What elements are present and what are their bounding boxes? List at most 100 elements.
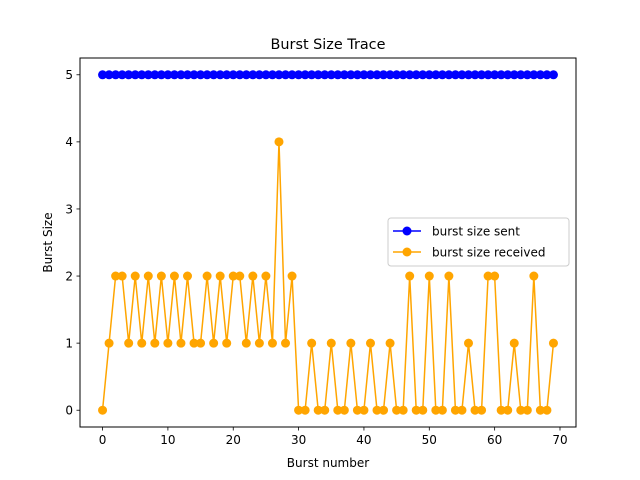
y-tick-label: 1 [65, 336, 73, 350]
x-tick-label: 40 [356, 433, 371, 447]
data-point-series-1 [392, 405, 402, 415]
data-point-series-0 [307, 70, 317, 80]
data-point-series-1 [307, 338, 317, 348]
data-point-series-0 [379, 70, 389, 80]
data-point-series-0 [542, 70, 552, 80]
data-point-series-1 [228, 271, 238, 281]
data-point-series-0 [346, 70, 356, 80]
data-point-series-0 [111, 70, 121, 80]
data-point-series-0 [418, 70, 428, 80]
data-point-series-0 [326, 70, 336, 80]
data-point-series-1 [372, 405, 382, 415]
data-point-series-0 [490, 70, 500, 80]
data-point-series-0 [372, 70, 382, 80]
data-point-series-1 [313, 405, 323, 415]
data-point-series-1 [418, 405, 428, 415]
data-point-series-1 [241, 338, 251, 348]
data-point-series-0 [156, 70, 166, 80]
data-point-series-1 [156, 271, 166, 281]
data-point-series-1 [235, 271, 245, 281]
data-point-series-0 [215, 70, 225, 80]
data-point-series-1 [137, 338, 147, 348]
data-point-series-0 [182, 70, 192, 80]
data-point-series-1 [365, 338, 375, 348]
data-point-series-0 [411, 70, 421, 80]
data-point-series-0 [320, 70, 330, 80]
data-point-series-0 [477, 70, 487, 80]
data-point-series-1 [254, 338, 264, 348]
data-point-series-0 [548, 70, 558, 80]
data-point-series-0 [457, 70, 467, 80]
data-point-series-0 [130, 70, 140, 80]
data-point-series-0 [248, 70, 258, 80]
data-point-series-0 [405, 70, 415, 80]
data-point-series-0 [359, 70, 369, 80]
data-point-series-0 [274, 70, 284, 80]
y-tick-label: 5 [65, 68, 73, 82]
x-tick-label: 0 [99, 433, 107, 447]
data-point-series-0 [124, 70, 134, 80]
data-point-series-1 [209, 338, 219, 348]
data-point-series-1 [281, 338, 291, 348]
data-point-series-1 [411, 405, 421, 415]
data-point-series-0 [464, 70, 474, 80]
x-tick-label: 50 [422, 433, 437, 447]
data-point-series-1 [431, 405, 441, 415]
data-point-series-1 [124, 338, 134, 348]
data-point-series-0 [281, 70, 291, 80]
data-point-series-0 [287, 70, 297, 80]
data-point-series-1 [509, 338, 519, 348]
legend-marker-received [402, 247, 412, 257]
data-point-series-1 [300, 405, 310, 415]
data-point-series-0 [254, 70, 264, 80]
data-point-series-1 [169, 271, 179, 281]
data-point-series-0 [169, 70, 179, 80]
data-point-series-1 [379, 405, 389, 415]
data-point-series-0 [150, 70, 160, 80]
data-point-series-1 [490, 271, 500, 281]
data-point-series-1 [470, 405, 480, 415]
data-point-series-1 [261, 271, 271, 281]
data-point-series-0 [176, 70, 186, 80]
y-axis-title: Burst Size [41, 212, 55, 272]
legend-marker-sent [402, 226, 412, 236]
data-point-series-0 [196, 70, 206, 80]
data-point-series-1 [483, 271, 493, 281]
data-point-series-1 [457, 405, 467, 415]
data-point-series-0 [235, 70, 245, 80]
data-point-series-0 [209, 70, 219, 80]
data-point-series-0 [104, 70, 114, 80]
data-point-series-1 [117, 271, 127, 281]
data-point-series-0 [267, 70, 277, 80]
data-point-series-0 [424, 70, 434, 80]
data-point-series-1 [405, 271, 415, 281]
data-point-series-0 [261, 70, 271, 80]
series-layer [98, 70, 558, 415]
data-point-series-1 [143, 271, 153, 281]
data-point-series-1 [477, 405, 487, 415]
data-point-series-1 [352, 405, 362, 415]
data-point-series-0 [228, 70, 238, 80]
data-point-series-0 [189, 70, 199, 80]
data-point-series-0 [522, 70, 532, 80]
data-point-series-0 [339, 70, 349, 80]
y-tick-label: 3 [65, 202, 73, 216]
data-point-series-0 [509, 70, 519, 80]
data-point-series-1 [359, 405, 369, 415]
data-point-series-1 [182, 271, 192, 281]
data-point-series-1 [320, 405, 330, 415]
data-point-series-1 [98, 405, 108, 415]
data-point-series-0 [163, 70, 173, 80]
data-point-series-1 [529, 271, 539, 281]
data-point-series-0 [496, 70, 506, 80]
data-point-series-0 [503, 70, 513, 80]
data-point-series-0 [483, 70, 493, 80]
data-point-series-0 [352, 70, 362, 80]
data-point-series-0 [202, 70, 212, 80]
data-point-series-0 [450, 70, 460, 80]
data-point-series-1 [215, 271, 225, 281]
data-point-series-1 [176, 338, 186, 348]
data-point-series-1 [339, 405, 349, 415]
data-point-series-1 [267, 338, 277, 348]
